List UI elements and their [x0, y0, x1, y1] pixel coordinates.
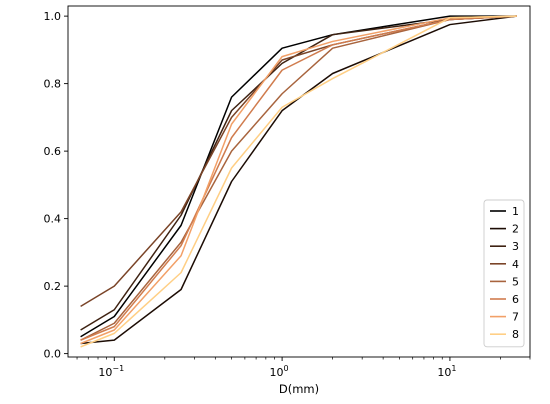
series-line-6: [80, 15, 517, 341]
x-tick-label: 10−1: [98, 364, 124, 379]
plot-frame: [67, 5, 531, 358]
legend-label-4: 4: [512, 258, 519, 271]
series-line-3: [80, 15, 517, 331]
x-axis-label: D(mm): [279, 382, 319, 396]
legend-label-2: 2: [512, 223, 519, 236]
legend-label-7: 7: [512, 311, 519, 324]
legend-label-8: 8: [512, 328, 519, 341]
plot-area: [67, 5, 531, 358]
legend-label-1: 1: [512, 205, 519, 218]
y-axis: 0.0 0.2 0.4 0.6 0.8 1.0: [44, 10, 68, 361]
y-tick-label: 0.0: [44, 348, 62, 361]
series-line-8: [80, 15, 517, 348]
legend-label-6: 6: [512, 293, 519, 306]
series-line-1: [80, 15, 517, 338]
legend: 1 2 3 4 5 6 7 8: [483, 199, 525, 348]
x-axis: 10−1 100 101: [76, 357, 531, 379]
legend-label-5: 5: [512, 275, 519, 288]
y-tick-label: 1.0: [44, 10, 62, 23]
series-lines: [80, 15, 517, 348]
series-line-2: [80, 15, 517, 345]
legend-box: [483, 199, 525, 348]
y-tick-label: 0.6: [44, 145, 62, 158]
series-line-5: [80, 15, 517, 341]
series-line-7: [80, 15, 517, 345]
y-tick-label: 0.8: [44, 78, 62, 91]
legend-label-3: 3: [512, 240, 519, 253]
x-tick-label: 100: [270, 364, 289, 379]
x-tick-label: 101: [437, 364, 456, 379]
y-tick-label: 0.2: [44, 280, 62, 293]
series-line-4: [80, 15, 517, 308]
y-tick-label: 0.4: [44, 213, 62, 226]
